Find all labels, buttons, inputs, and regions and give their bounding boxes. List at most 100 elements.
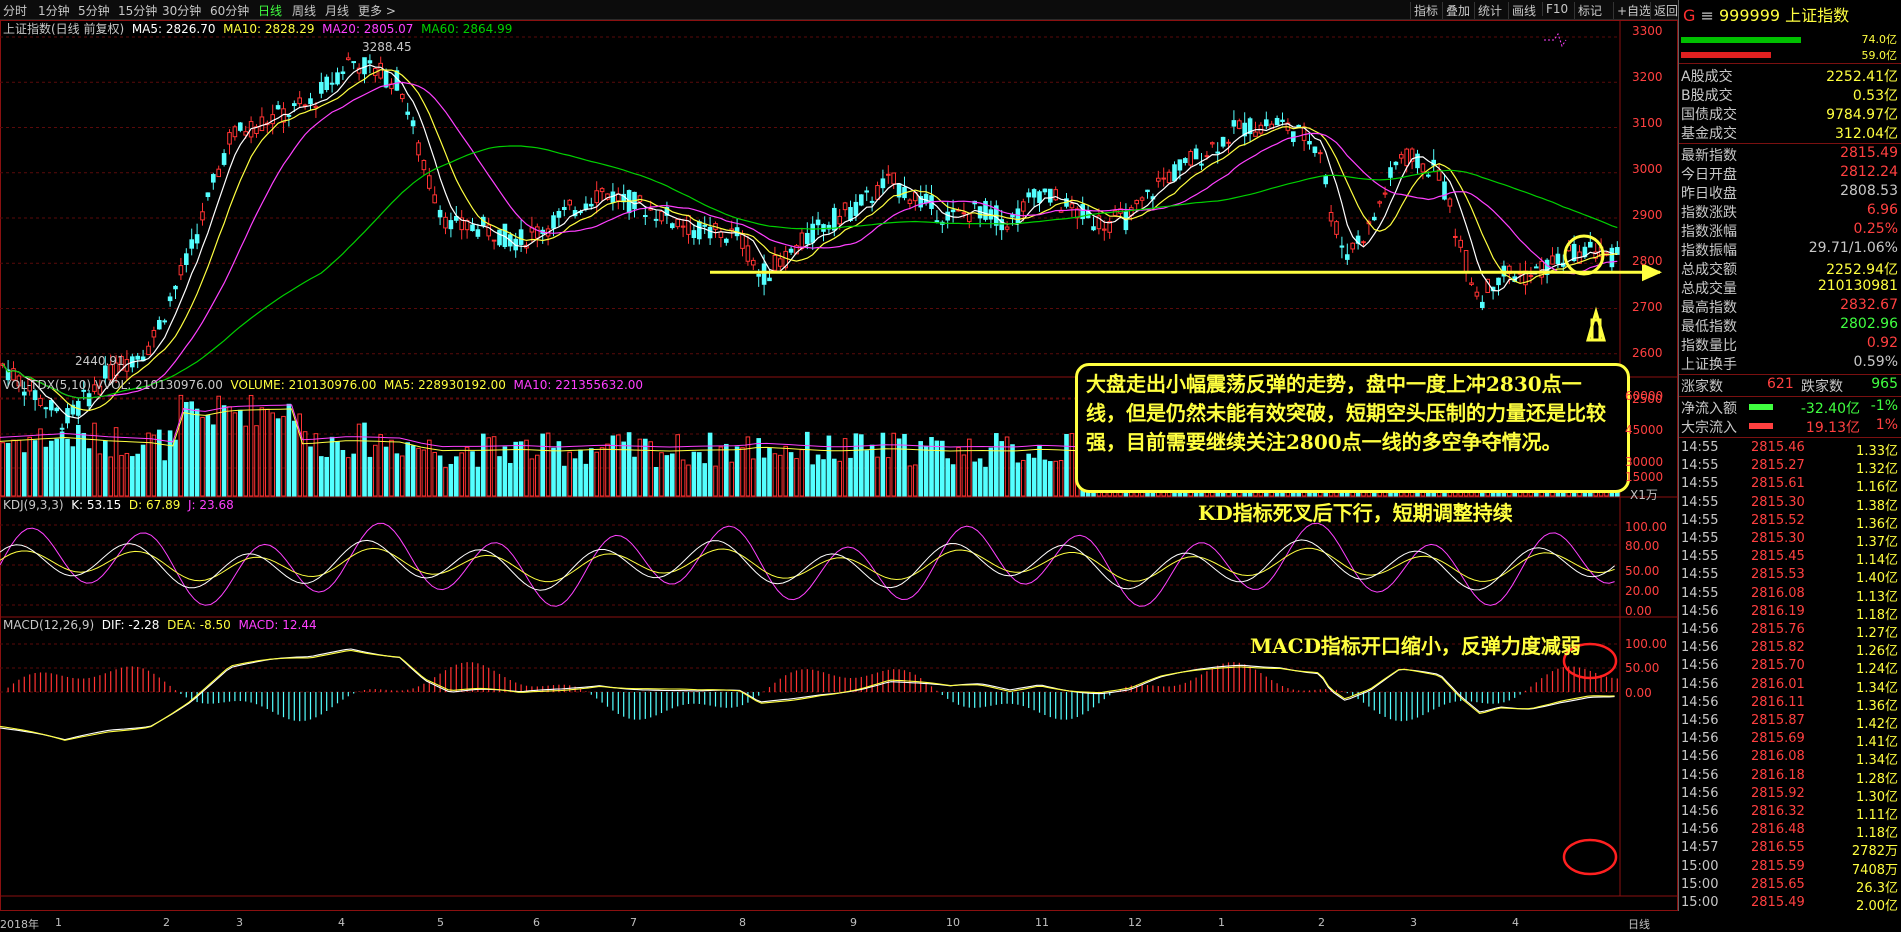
volume-bar bbox=[486, 437, 491, 497]
kdj-k-line bbox=[0, 539, 1615, 591]
x-label-15: 3 bbox=[1410, 916, 1417, 929]
candle-body bbox=[362, 57, 367, 75]
candle-body bbox=[794, 245, 799, 255]
tick-amount: 1.38亿 bbox=[1856, 498, 1898, 514]
volume-bar bbox=[670, 453, 675, 497]
volume-bar bbox=[470, 451, 475, 497]
candle-body bbox=[22, 391, 27, 396]
toolbar-btn-0[interactable]: 指标 bbox=[1410, 2, 1438, 19]
tick-amount: 1.26亿 bbox=[1856, 644, 1898, 660]
tick-price: 2816.55 bbox=[1751, 840, 1805, 856]
candle-body bbox=[551, 215, 556, 229]
volume-bar bbox=[707, 432, 713, 497]
tick-row: 14:56 2816.48 1.18亿 bbox=[1679, 822, 1901, 841]
stat-0-value: 2252.41亿 bbox=[1826, 69, 1898, 85]
candle-body bbox=[443, 216, 448, 229]
period-5[interactable]: 60分钟 bbox=[210, 4, 250, 18]
toolbar-btn-2[interactable]: 统计 bbox=[1474, 2, 1502, 19]
stat-2-value: 9784.97亿 bbox=[1826, 107, 1898, 123]
volume-bar bbox=[805, 431, 810, 497]
buy-bar bbox=[1681, 37, 1801, 43]
candle-body bbox=[1204, 155, 1210, 158]
highlight-circle-price bbox=[1563, 234, 1605, 276]
macd-tick-1: 50.00 bbox=[1625, 661, 1660, 675]
volume-bar bbox=[945, 458, 951, 497]
tick-amount: 1.13亿 bbox=[1856, 589, 1898, 605]
candle-body bbox=[1247, 118, 1253, 135]
period-4[interactable]: 30分钟 bbox=[162, 4, 202, 18]
candle-body bbox=[1107, 221, 1113, 233]
volume-bar bbox=[1026, 453, 1032, 497]
main-title-text: 上证指数(日线 前复权) bbox=[3, 22, 125, 36]
toolbar-btn-5[interactable]: 标记 bbox=[1574, 2, 1602, 19]
sell-bar bbox=[1681, 52, 1771, 58]
period-1[interactable]: 1分钟 bbox=[38, 4, 70, 18]
volume-bar bbox=[86, 448, 92, 497]
volume-bar bbox=[605, 443, 610, 497]
flow-net-row: 净流入额 -32.40亿 -1% bbox=[1679, 398, 1901, 417]
tick-row: 15:00 2815.49 2.00亿 bbox=[1679, 895, 1901, 914]
period-3[interactable]: 15分钟 bbox=[118, 4, 158, 18]
period-8[interactable]: 月线 bbox=[325, 4, 350, 18]
period-6[interactable]: 日线 bbox=[258, 4, 283, 18]
quote-8: 最高指数 2832.67 bbox=[1679, 297, 1901, 316]
x-label-7: 7 bbox=[630, 916, 637, 929]
tick-time: 14:55 bbox=[1681, 585, 1719, 601]
volume-bar bbox=[599, 447, 605, 497]
tick-row: 14:56 2816.32 1.11亿 bbox=[1679, 804, 1901, 823]
toolbar-btn-3[interactable]: 画线 bbox=[1508, 2, 1536, 19]
x-label-9: 9 bbox=[850, 916, 857, 929]
volume-bar bbox=[875, 456, 880, 497]
volume-bar bbox=[351, 453, 356, 497]
quote-5: 指数振幅 29.71/1.06% bbox=[1679, 240, 1901, 259]
up-down-row: 涨家数 621 跌家数 965 bbox=[1679, 376, 1901, 395]
quote-7: 总成交量 210130981 bbox=[1679, 278, 1901, 297]
candle-body bbox=[1393, 161, 1399, 166]
tick-time: 14:56 bbox=[1681, 622, 1719, 637]
quote-7-label: 总成交量 bbox=[1681, 281, 1737, 297]
volume-bar bbox=[859, 434, 864, 497]
candle-body bbox=[653, 218, 659, 221]
volume-bar bbox=[567, 451, 573, 497]
candle-body bbox=[1377, 201, 1383, 204]
candle-body bbox=[1496, 277, 1501, 286]
candle-body bbox=[1480, 301, 1485, 308]
x-period-label[interactable]: 日线 bbox=[1628, 918, 1650, 931]
period-2[interactable]: 5分钟 bbox=[78, 4, 110, 18]
candle-body bbox=[421, 159, 427, 171]
volume-bar bbox=[1015, 462, 1021, 497]
toolbar-btn-1[interactable]: 叠加 bbox=[1442, 2, 1470, 19]
volume-bar bbox=[302, 431, 308, 497]
candle-body bbox=[162, 320, 167, 323]
candle-body bbox=[767, 277, 772, 282]
flow-block-row: 大宗流入 19.13亿 1% bbox=[1679, 417, 1901, 436]
support-arrow bbox=[1642, 263, 1662, 282]
low-label: 2440.91 bbox=[75, 354, 125, 368]
toolbar-btn-4[interactable]: F10 bbox=[1542, 2, 1568, 16]
candle-body bbox=[670, 223, 675, 229]
candle-body bbox=[1280, 119, 1285, 122]
toolbar-btn-6[interactable]: +自选 bbox=[1613, 2, 1651, 19]
period-7[interactable]: 周线 bbox=[292, 4, 317, 18]
volume-bar bbox=[675, 434, 681, 497]
down-label: 跌家数 bbox=[1801, 379, 1843, 395]
tick-price: 2815.82 bbox=[1751, 640, 1805, 656]
candle-body bbox=[756, 273, 762, 277]
flow-block-value: 19.13亿 bbox=[1805, 420, 1860, 436]
volume-bar bbox=[383, 446, 389, 497]
menu-icon[interactable]: ≡ bbox=[1700, 6, 1714, 25]
candle-body bbox=[1463, 250, 1469, 274]
tick-price: 2815.61 bbox=[1751, 476, 1805, 492]
kline-chart-area[interactable]: 上证指数(日线 前复权) MA5: 2826.70 MA10: 2828.29 … bbox=[0, 20, 1678, 931]
volume-bar bbox=[988, 447, 994, 497]
volume-bar bbox=[335, 441, 340, 497]
candle-body bbox=[1372, 216, 1377, 221]
period-0[interactable]: 分时 bbox=[3, 4, 28, 18]
period-9[interactable]: 更多 > bbox=[358, 4, 396, 18]
volume-bar bbox=[416, 447, 421, 497]
tick-time: 14:56 bbox=[1681, 640, 1719, 656]
volume-bar bbox=[329, 436, 335, 497]
candle-body bbox=[643, 215, 648, 218]
toolbar-btn-7[interactable]: 返回 bbox=[1650, 2, 1678, 19]
candle-body bbox=[567, 199, 573, 206]
